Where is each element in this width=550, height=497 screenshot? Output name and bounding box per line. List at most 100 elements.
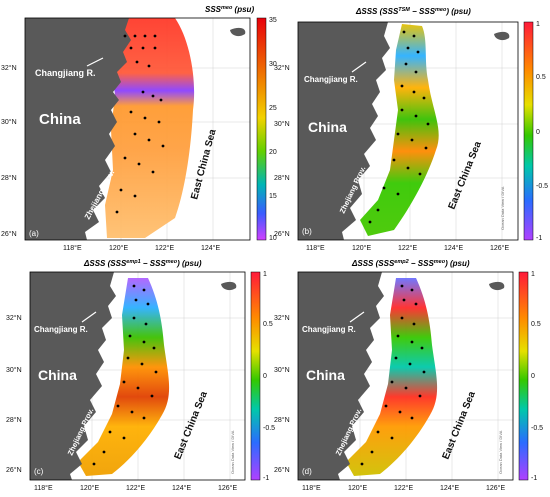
lon-tick: 120°E (109, 244, 128, 252)
lat-tick: 32°N (1, 64, 17, 72)
lat-tick: 30°N (6, 366, 22, 374)
land-china (25, 18, 131, 240)
colorbar-tick: 10 (269, 235, 277, 242)
panel-letter: (c) (34, 467, 44, 476)
stations (360, 284, 426, 466)
lon-tick: 120°E (352, 244, 371, 252)
stations (92, 284, 158, 466)
lon-tick: 120°E (348, 484, 367, 492)
label-china: China (38, 367, 77, 383)
colorbar (518, 271, 529, 481)
lat-tick: 28°N (1, 174, 17, 182)
panel-b: Changjiang R. China Zhejiang Prov. East … (274, 7, 548, 252)
lon-tick: 124°E (201, 244, 220, 252)
arrow-icon (351, 61, 367, 73)
colorbar-tick: 20 (269, 149, 277, 156)
lat-tick: 28°N (274, 174, 290, 182)
island-taiwan (489, 281, 505, 291)
panel-c: Changjiang R. China Zhejiang Prov. East … (6, 259, 275, 492)
panel-title: ΔSSS (SSSemp1 − SSSmeo) (psu) (83, 259, 202, 268)
island-taiwan (230, 27, 246, 37)
island-taiwan (221, 281, 237, 291)
lon-tick: 124°E (172, 484, 191, 492)
colorbar-tick: 0 (531, 373, 535, 380)
watermark: Ocean Data View / DIVA (498, 430, 503, 474)
salinity-difference-field (360, 24, 439, 236)
lon-tick: 118°E (34, 484, 53, 492)
lon-tick: 122°E (394, 484, 413, 492)
colorbar-tick: 35 (269, 17, 277, 24)
stations (368, 30, 430, 224)
label-changjiang: Changjiang R. (35, 68, 96, 78)
watermark: Ocean Data View / DIVA (500, 186, 505, 230)
label-china: China (308, 119, 347, 135)
lon-tick: 120°E (80, 484, 99, 492)
panel-a: Changjiang R. China Zhejiang Prov. East … (1, 5, 277, 252)
colorbar-tick: 15 (269, 193, 277, 200)
label-changjiang: Changjiang R. (34, 325, 88, 334)
lat-tick: 30°N (1, 118, 17, 126)
label-china: China (39, 111, 81, 128)
lon-tick: 126°E (490, 244, 509, 252)
lat-tick: 30°N (274, 366, 290, 374)
panel-title: SSSmeo (psu) (205, 5, 254, 14)
lon-tick: 124°E (440, 484, 459, 492)
colorbar-tick: 0.5 (263, 321, 273, 328)
arrow-icon (349, 311, 365, 323)
colorbar-tick: -1 (536, 235, 542, 242)
lon-tick: 122°E (126, 484, 145, 492)
panel-title: ΔSSS (SSSTSM − SSSmeo) (psu) (355, 7, 471, 16)
arrow-icon (81, 311, 97, 323)
colorbar-tick: -0.5 (531, 425, 543, 432)
salinity-field (105, 18, 195, 238)
stations (115, 34, 165, 214)
lat-tick: 26°N (1, 230, 17, 238)
colorbar-tick: 1 (531, 271, 535, 278)
colorbar (256, 17, 267, 241)
colorbar-tick: 1 (263, 271, 267, 278)
panel-title: ΔSSS (SSSemp2 − SSSmeo) (psu) (351, 259, 470, 268)
lon-tick: 122°E (155, 244, 174, 252)
lat-tick: 28°N (6, 416, 22, 424)
colorbar-tick: 30 (269, 61, 277, 68)
colorbar-tick: 1 (536, 21, 540, 28)
colorbar (523, 21, 534, 241)
lat-tick: 28°N (274, 416, 290, 424)
lat-tick: 32°N (274, 64, 290, 72)
colorbar-tick: -0.5 (536, 183, 548, 190)
lat-tick: 26°N (274, 230, 290, 238)
lon-tick: 124°E (444, 244, 463, 252)
lat-tick: 26°N (6, 466, 22, 474)
salinity-difference-field (78, 278, 170, 476)
panel-letter: (d) (302, 467, 312, 476)
colorbar-tick: -1 (531, 475, 537, 482)
lon-tick: 118°E (63, 244, 82, 252)
colorbar-tick: -0.5 (263, 425, 275, 432)
colorbar-tick: 0.5 (531, 321, 541, 328)
colorbar (250, 271, 261, 481)
lat-tick: 32°N (274, 314, 290, 322)
label-changjiang: Changjiang R. (302, 325, 356, 334)
salinity-difference-field (346, 278, 438, 476)
land-china (298, 22, 390, 240)
lat-tick: 30°N (274, 120, 290, 128)
colorbar-tick: -1 (263, 475, 269, 482)
label-china: China (306, 367, 345, 383)
land-china (30, 272, 116, 480)
lat-tick: 32°N (6, 314, 22, 322)
island-taiwan (494, 31, 510, 41)
colorbar-tick: 0.5 (536, 74, 546, 81)
colorbar-tick: 0 (263, 373, 267, 380)
colorbar-tick: 25 (269, 105, 277, 112)
lon-tick: 118°E (306, 244, 325, 252)
land-china (298, 272, 384, 480)
lon-tick: 126°E (218, 484, 237, 492)
arrow-icon (86, 57, 104, 67)
lon-tick: 122°E (398, 244, 417, 252)
lon-tick: 118°E (302, 484, 321, 492)
panel-letter: (b) (302, 227, 312, 236)
panel-letter: (a) (29, 229, 39, 238)
lon-tick: 126°E (486, 484, 505, 492)
watermark: Ocean Data View / DIVA (230, 430, 235, 474)
